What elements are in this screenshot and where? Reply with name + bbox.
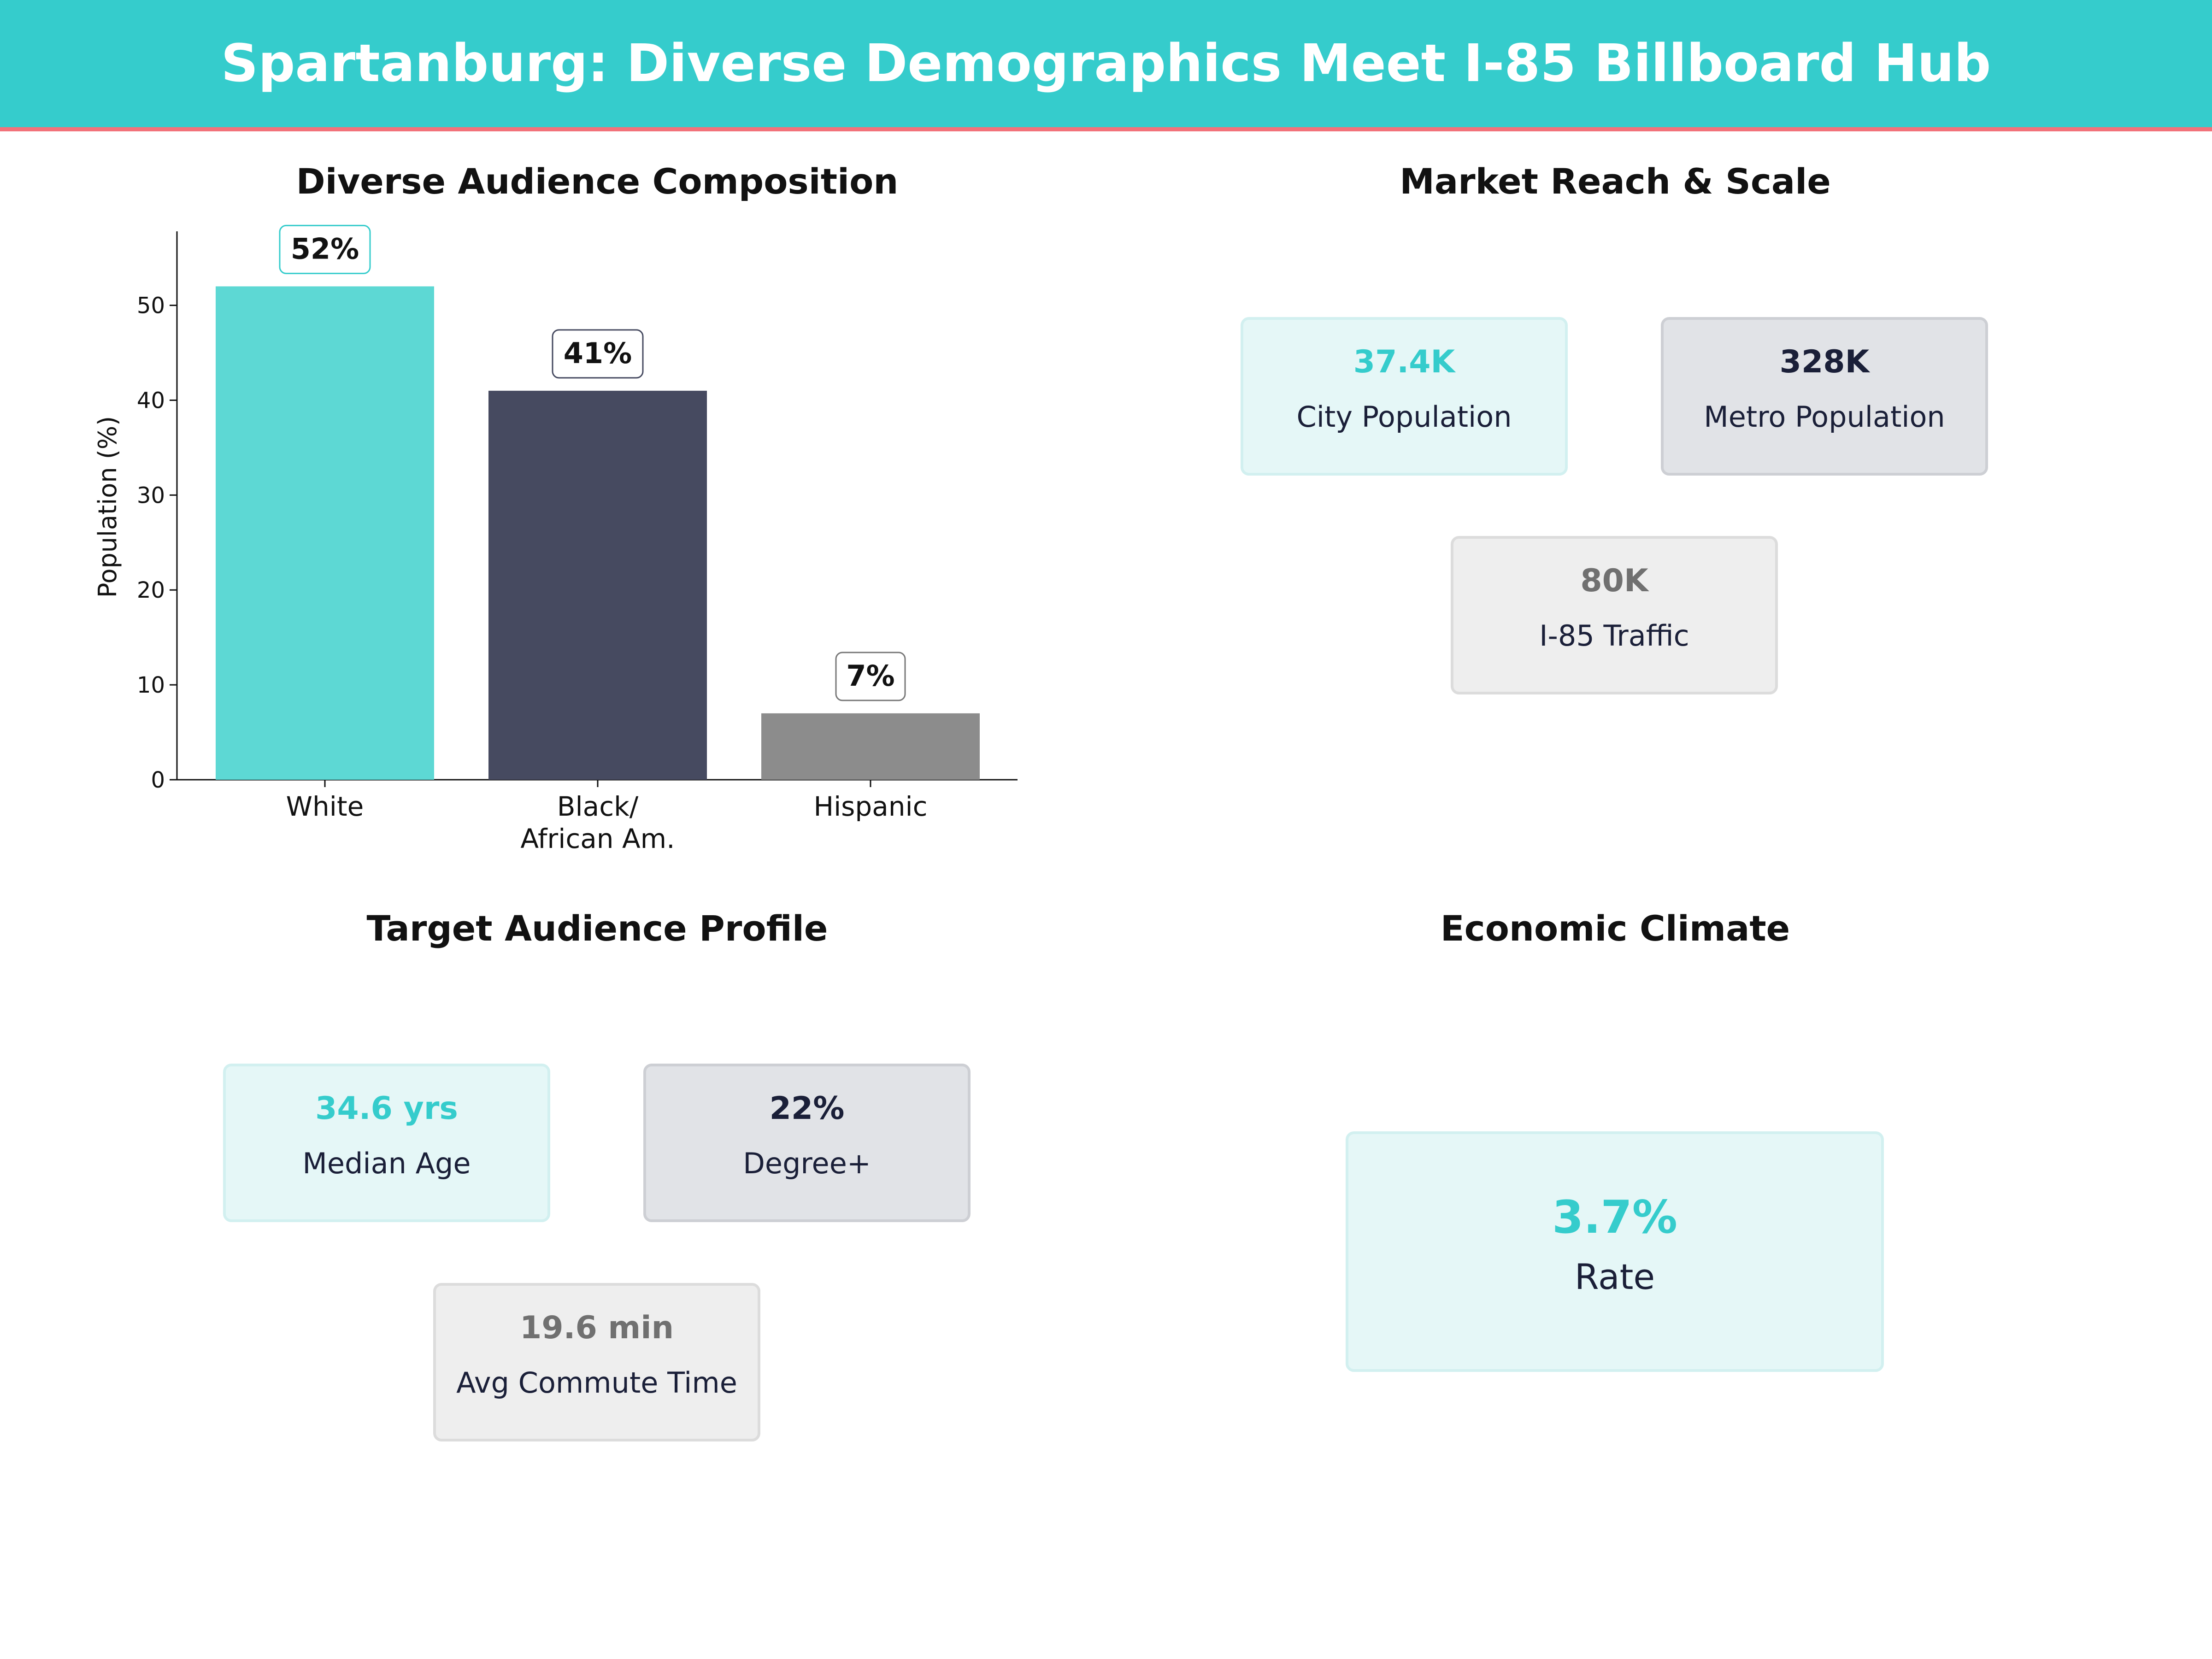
demographics-bar-chart: 0 10 20 30 40 50 White 52% Black/African Am. 41% H… [93, 224, 1018, 854]
data-label: 52% [291, 232, 359, 265]
data-label: 41% [564, 336, 632, 370]
y-tick-label: 30 [137, 482, 165, 508]
commute-time-value: 19.6 min [519, 1310, 674, 1346]
x-tick-label: Hispanic [813, 791, 927, 822]
economic-rate-card: 3.7% Rate [1346, 1131, 1884, 1372]
median-age-label: Median Age [302, 1147, 471, 1180]
degree-value: 22% [769, 1090, 845, 1127]
metro-population-value: 328K [1779, 344, 1870, 380]
i85-traffic-value: 80K [1580, 563, 1648, 599]
metro-population-card: 328K Metro Population [1661, 317, 1988, 476]
metro-population-label: Metro Population [1704, 400, 1945, 434]
page-title: Spartanburg: Diverse Demographics Meet I… [221, 34, 1991, 94]
x-tick-label: White [286, 791, 364, 822]
commute-time-label: Avg Commute Time [456, 1366, 737, 1400]
degree-label: Degree+ [743, 1147, 871, 1180]
y-tick-label: 50 [137, 293, 165, 319]
i85-traffic-label: I-85 Traffic [1539, 619, 1689, 653]
data-label-box [552, 329, 644, 379]
y-tick-label: 40 [137, 388, 165, 413]
data-label-box [835, 652, 906, 701]
y-axis-label: Population (%) [93, 416, 122, 598]
median-age-card: 34.6 yrs Median Age [223, 1064, 550, 1222]
x-tick-label: African Am. [520, 823, 675, 854]
header-banner: Spartanburg: Diverse Demographics Meet I… [0, 0, 2212, 131]
data-label-box [279, 224, 371, 274]
median-age-value: 34.6 yrs [315, 1090, 458, 1127]
target-audience-title: Target Audience Profile [366, 908, 828, 949]
city-population-value: 37.4K [1353, 344, 1455, 380]
y-tick-label: 10 [137, 672, 165, 698]
x-tick-label: Black/ [557, 791, 639, 822]
city-population-label: City Population [1296, 400, 1512, 434]
chart-panel-title: Diverse Audience Composition [296, 161, 899, 202]
data-label: 7% [846, 659, 894, 693]
economic-climate-title: Economic Climate [1440, 908, 1790, 949]
commute-time-card: 19.6 min Avg Commute Time [433, 1283, 760, 1441]
market-reach-title: Market Reach & Scale [1400, 161, 1831, 202]
bar [488, 390, 707, 780]
i85-traffic-card: 80K I-85 Traffic [1451, 536, 1778, 694]
degree-card: 22% Degree+ [643, 1064, 971, 1222]
economic-rate-label: Rate [1574, 1256, 1655, 1297]
bar [216, 286, 434, 780]
economic-rate-value: 3.7% [1552, 1191, 1677, 1244]
bar [761, 713, 980, 780]
y-tick-label: 0 [151, 767, 165, 793]
y-tick-label: 20 [137, 577, 165, 603]
city-population-card: 37.4K City Population [1241, 317, 1568, 476]
